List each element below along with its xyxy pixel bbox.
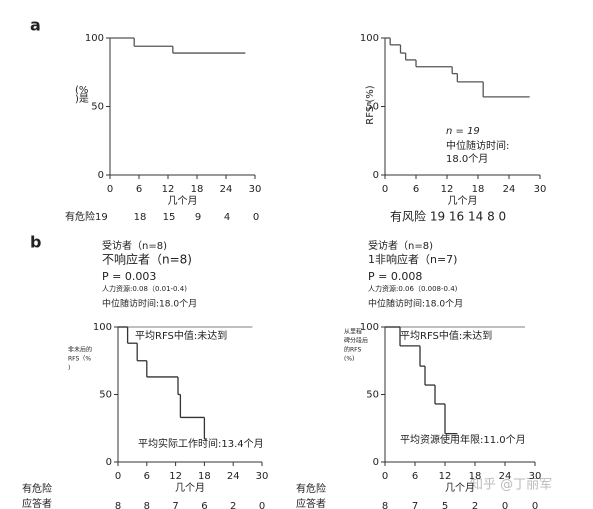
y-tick-label: 100	[360, 33, 379, 44]
y-axis-label: )是	[75, 93, 89, 105]
risk-value: 0	[532, 501, 538, 509]
x-tick-label: 30	[256, 471, 269, 482]
annotation: 平均RFS中值:未达到	[135, 329, 227, 342]
header-text: 不响应者（n=8)	[102, 252, 192, 267]
y-axis-label: 从里程	[344, 328, 362, 336]
y-tick-label: 50	[99, 390, 112, 401]
header-text: P = 0.003	[102, 270, 156, 283]
x-tick-label: 30	[529, 471, 542, 482]
y-axis-label: 的RFS	[344, 346, 362, 354]
header-text: 人力资源:0.06（0.008-0.4)	[368, 284, 458, 293]
header-text: 1非响应者（n=7)	[368, 252, 457, 266]
risk-label: 有危险19	[65, 210, 108, 223]
risk-value: 7	[412, 501, 418, 509]
header-text: 中位随访时间:18.0个月	[102, 298, 197, 310]
x-tick-label: 24	[499, 471, 512, 482]
x-tick-label: 6	[144, 471, 150, 482]
y-axis-label: 非未后的	[68, 346, 92, 354]
x-tick-label: 18	[469, 471, 482, 482]
y-tick-label: 100	[85, 33, 104, 44]
risk-label: 有危险	[296, 482, 326, 495]
x-tick-label: 18	[472, 184, 485, 195]
header-text: 人力资源:0.08（0.01-0.4)	[102, 284, 187, 293]
x-axis-label: 几个月	[175, 482, 205, 494]
risk-value: 0	[259, 501, 265, 509]
risk-value: 8	[382, 501, 388, 509]
x-tick-label: 30	[249, 184, 262, 195]
risk-value: 2	[472, 501, 478, 509]
risk-value: 18	[134, 212, 147, 223]
risk-value: 15	[163, 212, 176, 223]
x-tick-label: 24	[227, 471, 240, 482]
risk-value: 5	[442, 501, 448, 509]
risk-value: 0	[502, 501, 508, 509]
risk-value: 8	[115, 501, 121, 509]
x-axis-label: 几个月	[448, 195, 478, 207]
y-tick-label: 0	[373, 457, 379, 468]
x-tick-label: 18	[191, 184, 204, 195]
risk-label: 应答者	[22, 497, 52, 509]
risk-value: 9	[195, 212, 201, 223]
x-tick-label: 6	[413, 184, 419, 195]
y-axis-label: )	[68, 365, 70, 372]
risk-value: 4	[224, 212, 230, 223]
y-tick-label: 0	[373, 170, 379, 181]
header-text: P = 0.008	[368, 270, 422, 283]
risk-value: 6	[201, 501, 207, 509]
x-tick-label: 0	[382, 471, 388, 482]
risk-label: 有风险 19 16 14 8 0	[390, 209, 506, 224]
annotation: 平均实际工作时间:13.4个月	[138, 437, 264, 450]
x-tick-label: 6	[136, 184, 142, 195]
y-tick-label: 50	[366, 390, 379, 401]
x-tick-label: 30	[534, 184, 547, 195]
annotation: 平均资源使用年限:11.0个月	[400, 433, 526, 446]
header-text: 中位随访时间:18.0个月	[368, 298, 463, 310]
y-tick-label: 0	[106, 457, 112, 468]
risk-value: 7	[172, 501, 178, 509]
risk-value: 2	[230, 501, 236, 509]
x-tick-label: 12	[162, 184, 175, 195]
x-tick-label: 12	[439, 471, 452, 482]
x-tick-label: 0	[115, 471, 121, 482]
annotation: 平均RFS中值:未达到	[400, 329, 492, 342]
y-axis-label: 碑分段后	[344, 337, 368, 345]
x-tick-label: 24	[503, 184, 516, 195]
x-tick-label: 0	[382, 184, 388, 195]
y-tick-label: 100	[93, 322, 112, 333]
x-tick-label: 0	[107, 184, 113, 195]
x-tick-label: 12	[441, 184, 454, 195]
x-tick-label: 12	[169, 471, 182, 482]
y-tick-label: 100	[360, 322, 379, 333]
header-text: 受访者（n=8)	[368, 240, 433, 252]
annotation: n = 19	[446, 126, 480, 137]
x-axis-label: 几个月	[445, 482, 475, 494]
risk-value: 0	[253, 212, 259, 223]
annotation: 中位随访时间:	[446, 139, 509, 152]
risk-label: 有危险	[22, 482, 52, 495]
y-axis-label: (%)	[344, 356, 354, 363]
y-axis-label: RFS (%)	[365, 85, 376, 124]
y-axis-label: (%	[75, 85, 88, 96]
panel-label: a	[30, 16, 41, 35]
watermark: 知乎 @丁丽军	[470, 477, 552, 493]
risk-value: 8	[144, 501, 150, 509]
y-tick-label: 50	[91, 102, 104, 113]
x-tick-label: 18	[198, 471, 211, 482]
y-axis-label: RFS（%	[68, 356, 91, 363]
risk-label: 应答者	[296, 497, 326, 509]
x-axis-label: 几个月	[168, 195, 198, 207]
y-tick-label: 50	[366, 102, 379, 113]
annotation: 18.0个月	[446, 153, 488, 165]
x-tick-label: 24	[220, 184, 233, 195]
header-text: 受访者（n=8)	[102, 240, 167, 252]
panel-label: b	[30, 233, 41, 252]
y-tick-label: 0	[98, 170, 104, 181]
x-tick-label: 6	[412, 471, 418, 482]
